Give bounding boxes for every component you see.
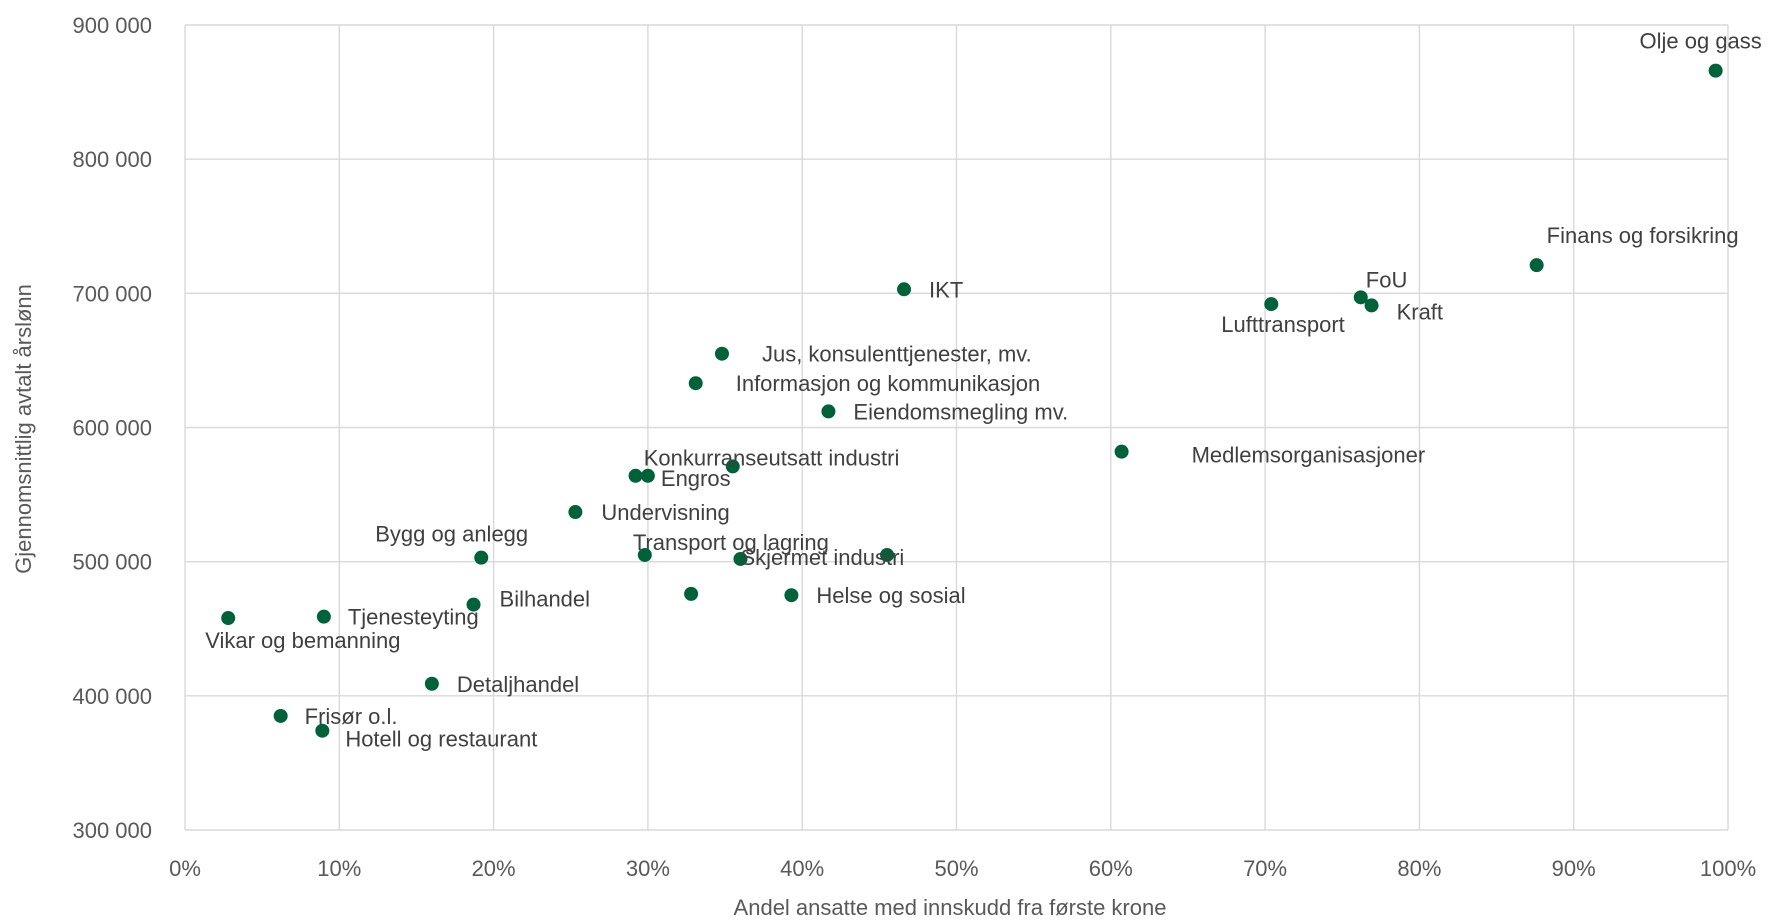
- data-point: [880, 547, 895, 562]
- y-tick-label: 800 000: [72, 147, 152, 172]
- data-point: [568, 505, 583, 520]
- y-tick-label: 900 000: [72, 13, 152, 38]
- point-label: Frisør o.l.: [305, 704, 398, 729]
- point-label: Bilhandel: [500, 587, 591, 612]
- data-point: [1364, 298, 1379, 313]
- data-point: [424, 676, 439, 691]
- data-point: [474, 550, 489, 565]
- x-axis-ticks: 0% 10% 20% 30% 40% 50% 60% 70% 80% 90% 100%: [169, 856, 1756, 881]
- x-tick-label: 90%: [1552, 856, 1596, 881]
- x-tick-label: 0%: [169, 856, 201, 881]
- data-point: [1264, 297, 1279, 312]
- point-label: Medlemsorganisasjoner: [1192, 443, 1426, 468]
- data-point: [1529, 258, 1544, 273]
- data-point: [897, 282, 912, 297]
- point-label: Skjermet industri: [740, 545, 904, 570]
- data-point: [784, 588, 799, 603]
- x-tick-label: 50%: [934, 856, 978, 881]
- y-tick-label: 700 000: [72, 281, 152, 306]
- point-label: Tjenesteyting: [348, 605, 479, 630]
- point-label: Undervisning: [601, 500, 729, 525]
- x-tick-label: 60%: [1089, 856, 1133, 881]
- point-label: Transport og lagring: [633, 530, 829, 555]
- point-label: Olje og gass: [1640, 29, 1762, 54]
- point-label: Eiendomsmegling mv.: [853, 399, 1068, 424]
- data-point: [714, 346, 729, 361]
- point-label: Helse og sosial: [816, 583, 965, 608]
- point-label: IKT: [929, 277, 963, 302]
- point-labels: Olje og gass Finans og forsikring FoU Kraft…: [205, 29, 1762, 752]
- data-point: [821, 404, 836, 419]
- data-point: [688, 376, 703, 391]
- data-point: [637, 547, 652, 562]
- data-point: [221, 611, 236, 626]
- gridlines: [184, 24, 1729, 831]
- point-label: Informasjon og kommunikasjon: [736, 371, 1040, 396]
- data-point: [316, 609, 331, 624]
- x-tick-label: 100%: [1700, 856, 1756, 881]
- y-tick-label: 600 000: [72, 416, 152, 441]
- y-axis-title: Gjennomsnittlig avtalt årslønn: [11, 284, 36, 574]
- data-point: [1708, 63, 1723, 78]
- y-tick-label: 400 000: [72, 684, 152, 709]
- data-point: [466, 597, 481, 612]
- point-label: Hotell og restaurant: [345, 727, 537, 752]
- y-axis-ticks: 300 000 400 000 500 000 600 000 700 000 800 0…: [72, 13, 152, 843]
- data-point: [628, 468, 643, 483]
- x-tick-label: 30%: [626, 856, 670, 881]
- y-tick-label: 300 000: [72, 818, 152, 843]
- x-tick-label: 10%: [317, 856, 361, 881]
- data-point: [1353, 290, 1368, 305]
- data-point: [1114, 444, 1129, 459]
- data-point: [640, 468, 655, 483]
- point-label: FoU: [1366, 267, 1408, 292]
- y-tick-label: 500 000: [72, 550, 152, 575]
- point-label: Lufttransport: [1221, 312, 1345, 337]
- x-tick-label: 40%: [780, 856, 824, 881]
- data-point: [273, 708, 288, 723]
- point-label: Vikar og bemanning: [205, 628, 400, 653]
- point-label: Engros: [661, 466, 731, 491]
- data-points: [221, 63, 1723, 738]
- point-label: Kraft: [1397, 299, 1443, 324]
- x-tick-label: 80%: [1397, 856, 1441, 881]
- point-label: Finans og forsikring: [1547, 223, 1739, 248]
- x-axis-title: Andel ansatte med innskudd fra første kr…: [734, 895, 1167, 920]
- data-point: [684, 586, 699, 601]
- point-label: Detaljhandel: [457, 672, 579, 697]
- data-point: [733, 551, 748, 566]
- x-tick-label: 20%: [472, 856, 516, 881]
- data-point: [315, 723, 330, 738]
- data-point: [725, 459, 740, 474]
- point-label: Jus, konsulenttjenester, mv.: [762, 342, 1032, 367]
- point-label: Bygg og anlegg: [375, 522, 528, 547]
- x-tick-label: 70%: [1243, 856, 1287, 881]
- point-label: Konkurranseutsatt industri: [644, 445, 900, 470]
